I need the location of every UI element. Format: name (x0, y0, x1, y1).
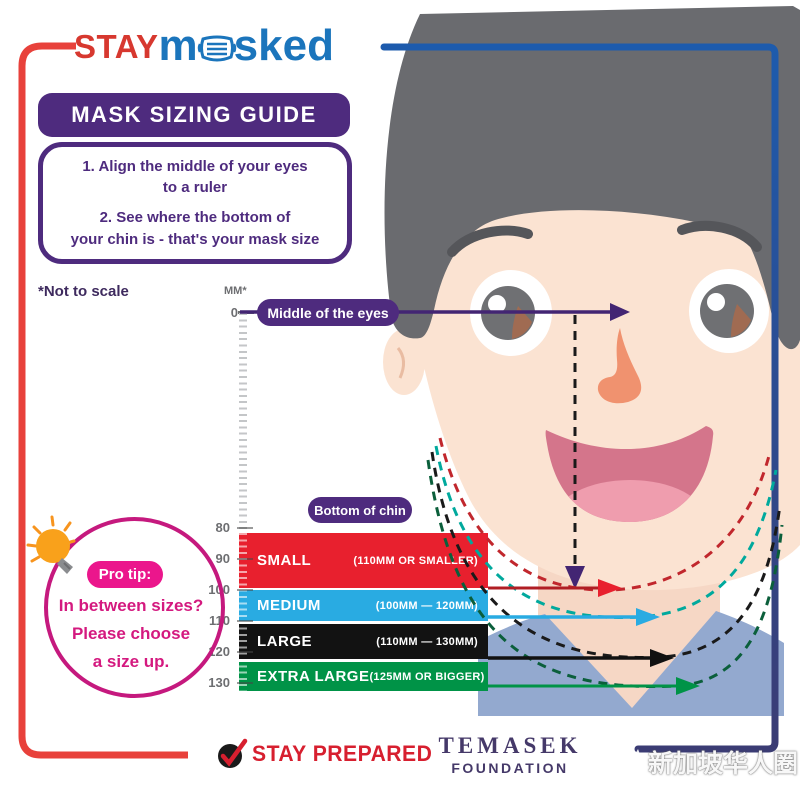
bottom-of-chin-label: Bottom of chin (308, 497, 412, 523)
ruler-mark-80: 80 (215, 520, 230, 535)
watermark-text: 新加坡华人圈 (648, 749, 799, 778)
left-eye (470, 270, 552, 356)
ruler-mark-90: 90 (215, 551, 230, 566)
surgical-mask-icon (197, 35, 236, 62)
not-to-scale-note: *Not to scale (38, 283, 129, 300)
ruler-minor-ticks (239, 313, 247, 533)
foundation-text: FOUNDATION (451, 760, 569, 776)
pro-tip-badge: Pro tip: (87, 561, 163, 588)
ruler-major-ticks (237, 527, 253, 687)
checkmark-icon (218, 738, 248, 768)
size-name: MEDIUM (257, 597, 321, 614)
stay-prepared-text: STAY PREPARED (252, 741, 433, 766)
logo-stay-text: STAY (74, 28, 159, 65)
size-bar-small: SMALL (110MM OR SMALLER) (239, 533, 488, 588)
size-range: (110MM — 130MM) (376, 635, 478, 648)
mascot-icon (612, 748, 644, 776)
instruction-step-2: 2. See where the bottom of your chin is … (70, 209, 320, 248)
size-range: (110MM OR SMALLER) (353, 554, 478, 567)
page-title: MASK SIZING GUIDE (38, 93, 350, 137)
size-name: EXTRA LARGE (257, 668, 370, 685)
middle-of-eyes-label: Middle of the eyes (257, 299, 399, 326)
size-name: LARGE (257, 633, 312, 650)
size-bar-large: LARGE (110MM — 130MM) (239, 624, 488, 659)
temasek-text: TEMASEK (438, 733, 582, 758)
size-name: SMALL (257, 552, 312, 569)
size-range: (125MM OR BIGGER) (369, 670, 485, 683)
instructions-box: 1. Align the middle of your eyes to a ru… (38, 142, 352, 264)
temasek-foundation-logo: TEMASEK FOUNDATION (436, 733, 584, 776)
logo-sked-text: sked (233, 21, 334, 70)
ruler-unit-label: MM* (224, 285, 247, 297)
right-eye (689, 269, 769, 353)
lightbulb-icon (26, 515, 76, 574)
size-range: (100MM — 120MM) (375, 599, 478, 612)
size-bar-extra-large: EXTRA LARGE (125MM OR BIGGER) (239, 662, 488, 691)
logo-m-text: m (158, 21, 198, 70)
stay-prepared-logo: STAY PREPARED (214, 736, 440, 772)
stay-masked-logo: STAY m sked (74, 22, 334, 70)
size-bar-medium: MEDIUM (100MM — 120MM) (239, 590, 488, 621)
ruler-mark-130: 130 (208, 675, 230, 690)
watermark: 新加坡华人圈 (612, 744, 798, 780)
ruler-mark-0: 0 (230, 305, 238, 320)
pro-tip-text: In between sizes? Please choose a size u… (58, 596, 204, 671)
instruction-step-1: 1. Align the middle of your eyes to a ru… (82, 157, 308, 197)
